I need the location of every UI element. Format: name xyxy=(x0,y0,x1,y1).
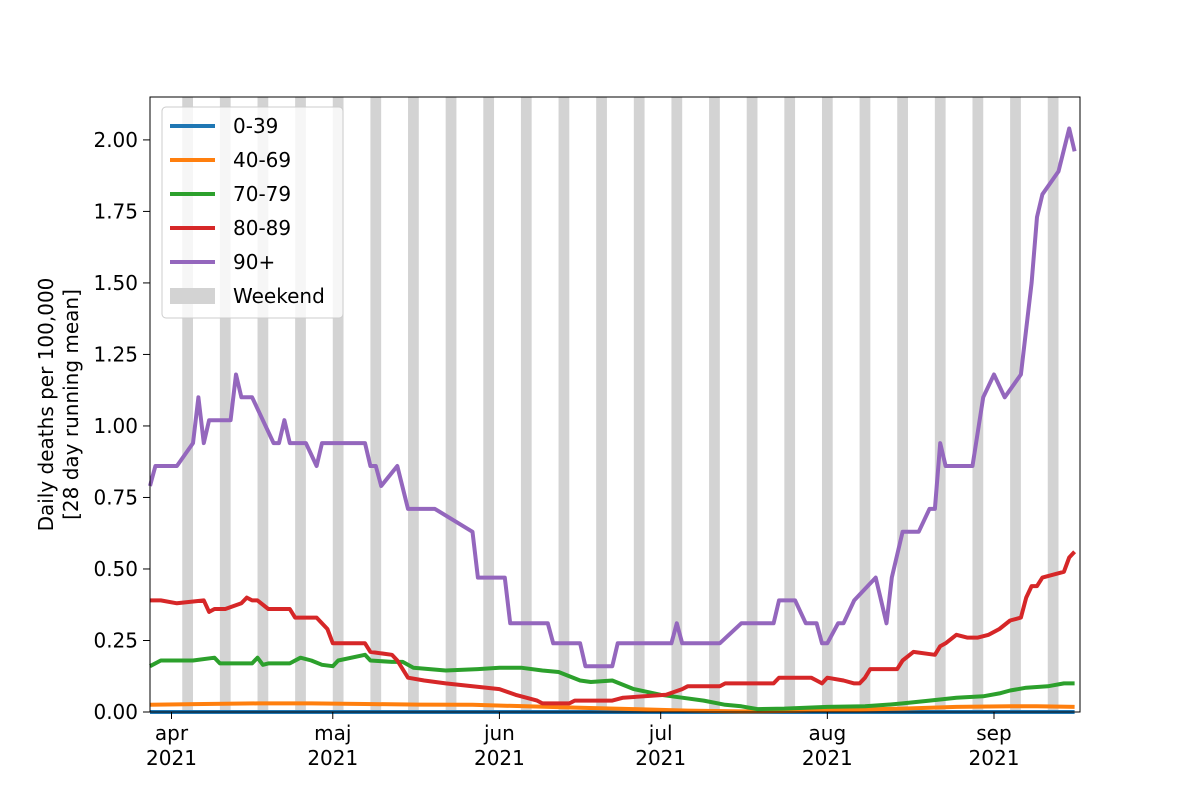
weekend-band xyxy=(709,97,720,712)
weekend-band xyxy=(671,97,682,712)
y-tick-label: 0.25 xyxy=(93,628,138,652)
legend: 0-39 40-69 70-79 80-89 90+ Weekend xyxy=(162,107,343,318)
weekend-band xyxy=(483,97,494,712)
x-tick-label-month: maj xyxy=(314,721,351,745)
weekend-band xyxy=(521,97,532,712)
x-tick-label-month: jun xyxy=(483,721,515,745)
x-tick-label-month: jul xyxy=(648,721,673,745)
weekend-band xyxy=(559,97,570,712)
x-tick-label-year: 2021 xyxy=(474,746,525,770)
weekend-band xyxy=(1048,97,1059,712)
x-tick-label-year: 2021 xyxy=(969,746,1020,770)
weekend-band xyxy=(446,97,457,712)
y-tick-label: 0.00 xyxy=(93,700,138,724)
y-tick-label: 1.75 xyxy=(93,199,138,223)
weekend-band xyxy=(747,97,758,712)
x-tick-label-year: 2021 xyxy=(307,746,358,770)
y-axis-label-line1: Daily deaths per 100,000 xyxy=(34,278,58,532)
weekend-band xyxy=(408,97,419,712)
y-axis-label-line2: [28 day running mean] xyxy=(59,289,83,520)
x-tick-label-month: apr xyxy=(155,721,189,745)
y-tick-label: 1.00 xyxy=(93,414,138,438)
weekend-band xyxy=(935,97,946,712)
weekend-band xyxy=(370,97,381,712)
legend-label: 40-69 xyxy=(233,148,291,172)
x-axis: apr2021maj2021jun2021jul2021aug2021sep20… xyxy=(146,712,1019,770)
y-axis: 0.00 0.25 0.50 0.75 1.00 1.25 1.50 1.75 2.00 xyxy=(93,128,150,724)
legend-label: 90+ xyxy=(233,250,275,274)
y-tick-label: 1.50 xyxy=(93,271,138,295)
y-tick-label: 1.25 xyxy=(93,342,138,366)
weekend-band xyxy=(822,97,833,712)
legend-label: Weekend xyxy=(233,284,325,308)
legend-label: 70-79 xyxy=(233,182,291,206)
x-tick-label-month: aug xyxy=(809,721,847,745)
x-tick-label-year: 2021 xyxy=(146,746,197,770)
legend-swatch xyxy=(170,288,215,304)
y-tick-label: 2.00 xyxy=(93,128,138,152)
weekend-band xyxy=(897,97,908,712)
weekend-band xyxy=(860,97,871,712)
y-tick-label: 0.50 xyxy=(93,557,138,581)
x-tick-label-month: sep xyxy=(976,721,1011,745)
legend-label: 0-39 xyxy=(233,114,278,138)
weekend-band xyxy=(596,97,607,712)
x-tick-label-year: 2021 xyxy=(802,746,853,770)
weekend-band xyxy=(634,97,645,712)
weekend-band xyxy=(784,97,795,712)
x-tick-label-year: 2021 xyxy=(635,746,686,770)
legend-label: 80-89 xyxy=(233,216,291,240)
y-tick-label: 0.75 xyxy=(93,485,138,509)
